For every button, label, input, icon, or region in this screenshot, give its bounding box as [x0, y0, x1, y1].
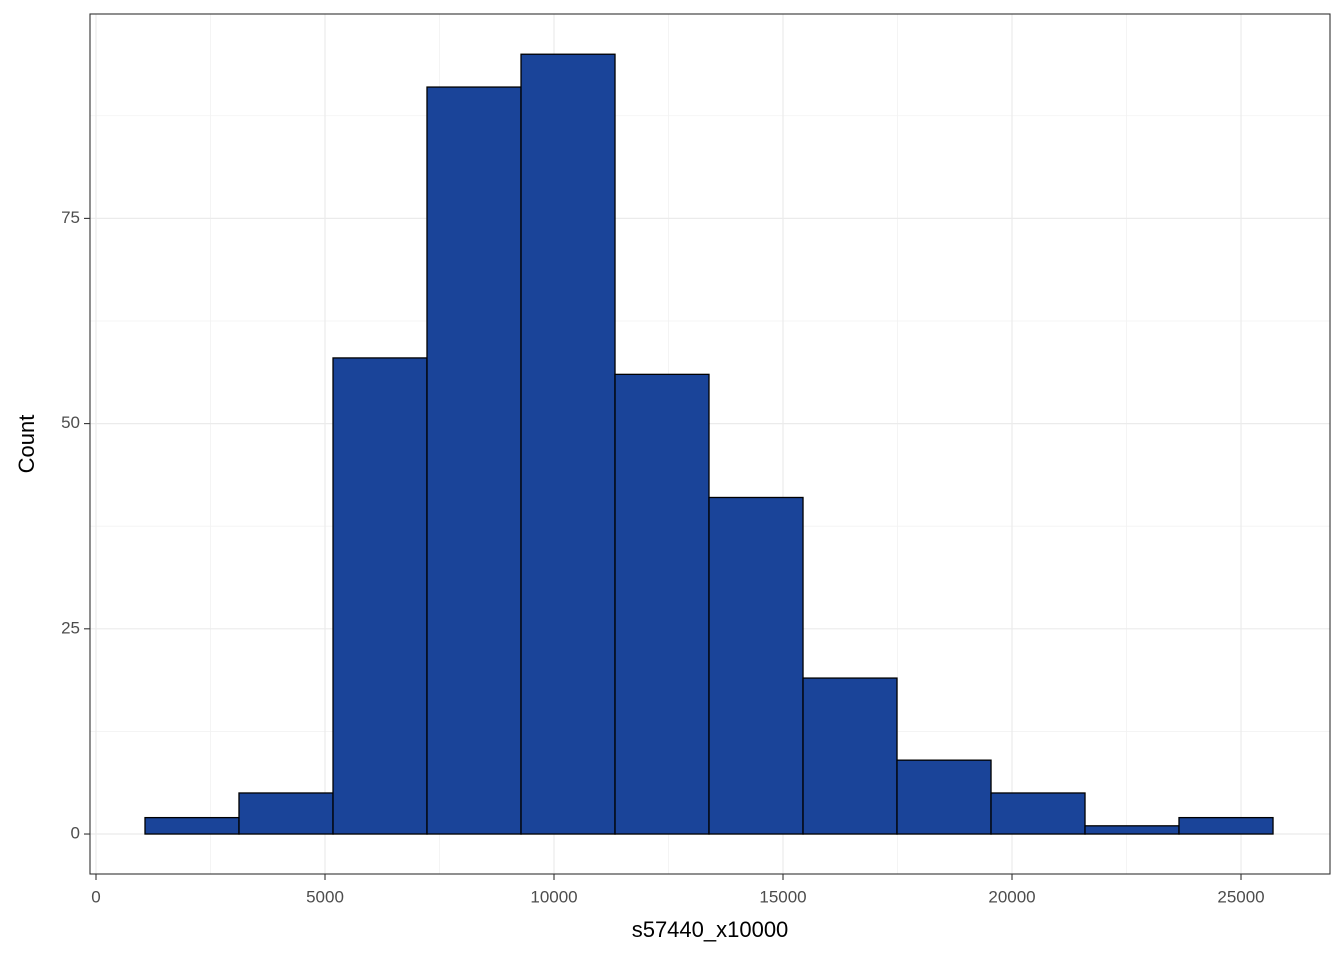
- bar: [1178, 816, 1274, 835]
- y-axis-title: Count: [14, 415, 39, 474]
- y-tick-label: 75: [61, 208, 80, 227]
- bars: [144, 53, 1274, 835]
- x-tick-label: 10000: [530, 887, 577, 906]
- bar: [332, 357, 428, 835]
- bar: [1084, 825, 1180, 835]
- bar: [144, 816, 240, 835]
- x-tick-label: 25000: [1217, 887, 1264, 906]
- bar: [990, 792, 1086, 835]
- bar: [520, 53, 616, 835]
- panel-border: [89, 13, 1331, 875]
- y-tick-label: 0: [71, 824, 80, 843]
- y-tick-label: 50: [61, 413, 80, 432]
- x-tick-label: 20000: [988, 887, 1035, 906]
- y-tick-label: 25: [61, 618, 80, 637]
- x-tick-label: 15000: [759, 887, 806, 906]
- bar: [238, 792, 334, 835]
- bar: [708, 496, 804, 835]
- bar: [426, 86, 522, 835]
- x-tick-label: 5000: [306, 887, 344, 906]
- bar: [614, 373, 710, 835]
- x-axis-title: s57440_x10000: [632, 917, 789, 942]
- bar: [896, 759, 992, 835]
- x-tick-label: 0: [91, 887, 100, 906]
- bar: [802, 677, 898, 835]
